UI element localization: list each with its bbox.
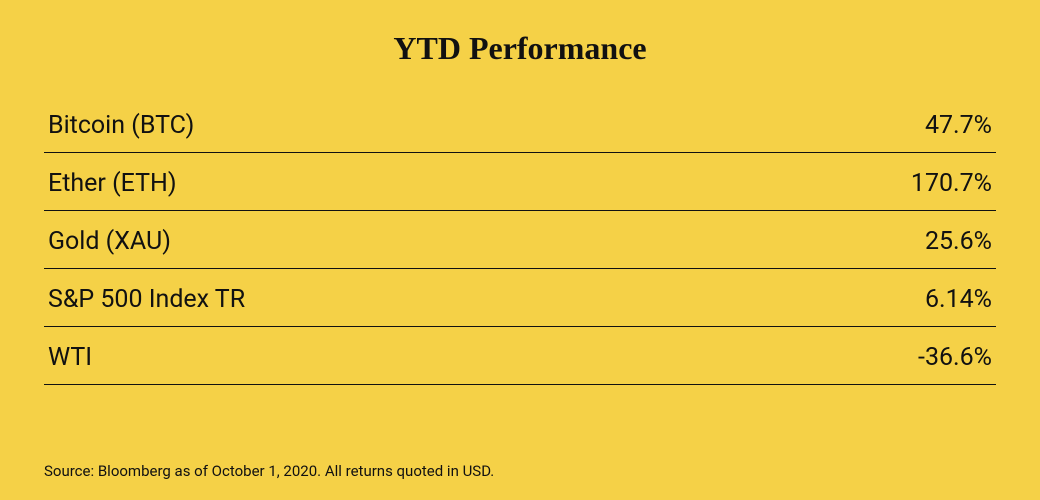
chart-title: YTD Performance [44,30,996,67]
asset-value: 6.14% [925,285,992,314]
asset-value: -36.6% [918,343,992,372]
asset-value: 47.7% [925,111,992,140]
asset-name: Gold (XAU) [48,227,171,256]
table-row: Bitcoin (BTC) 47.7% [44,95,996,153]
asset-name: Ether (ETH) [48,169,177,198]
asset-value: 25.6% [925,227,992,256]
asset-name: WTI [48,343,92,372]
asset-name: Bitcoin (BTC) [48,111,194,140]
asset-name: S&P 500 Index TR [48,285,245,314]
table-row: S&P 500 Index TR 6.14% [44,269,996,327]
performance-table: Bitcoin (BTC) 47.7% Ether (ETH) 170.7% G… [44,95,996,442]
table-row: WTI -36.6% [44,327,996,385]
table-row: Gold (XAU) 25.6% [44,211,996,269]
table-row: Ether (ETH) 170.7% [44,153,996,211]
source-footnote: Source: Bloomberg as of October 1, 2020.… [44,462,996,480]
asset-value: 170.7% [911,169,992,198]
